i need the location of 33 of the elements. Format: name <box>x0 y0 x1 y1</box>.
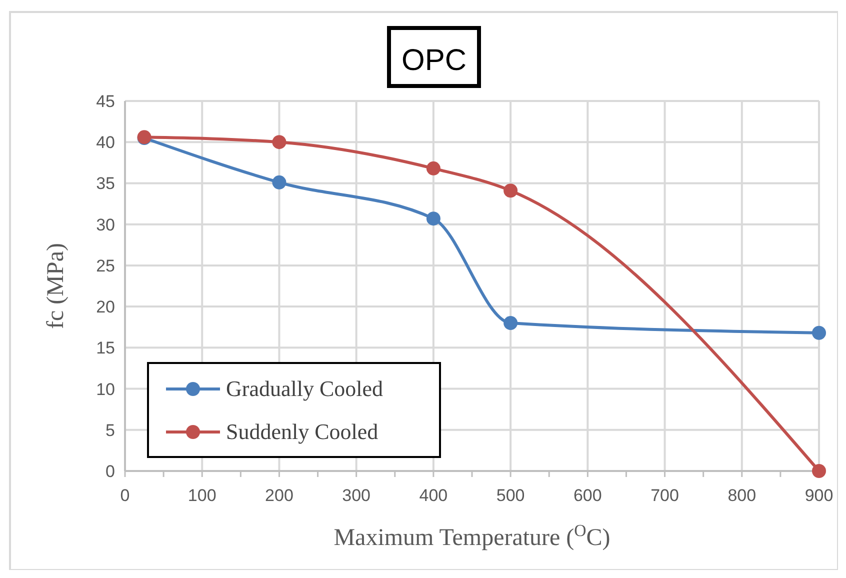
point <box>426 161 440 176</box>
y-tick-label: 5 <box>106 420 115 440</box>
point <box>272 135 286 150</box>
point <box>812 464 826 478</box>
legend-label: Suddenly Cooled <box>226 419 378 444</box>
x-tick-label: 900 <box>804 486 834 505</box>
x-tick-label: 0 <box>120 486 130 505</box>
point <box>426 212 440 226</box>
y-tick-label: 15 <box>96 338 115 358</box>
y-tick-label: 40 <box>96 133 115 152</box>
y-tick-label: 45 <box>96 92 115 111</box>
chart-title: OPC <box>401 44 467 77</box>
y-tick-label: 25 <box>96 256 115 276</box>
x-tick-label: 500 <box>496 486 525 505</box>
x-tick-label: 400 <box>419 486 448 505</box>
point <box>504 316 518 330</box>
y-axis-title: fc (MPa) <box>43 243 69 329</box>
y-tick-label: 0 <box>106 462 115 481</box>
x-tick-label: 700 <box>650 486 679 505</box>
legend-label: Gradually Cooled <box>226 376 384 401</box>
x-tick-label: 300 <box>342 486 371 505</box>
y-tick-label: 35 <box>96 174 115 194</box>
y-tick-label: 20 <box>96 298 115 317</box>
x-tick-label: 100 <box>188 486 216 505</box>
x-tick-label: 600 <box>573 486 602 505</box>
point <box>504 184 518 198</box>
x-tick-label: 200 <box>265 486 294 505</box>
point <box>272 175 286 190</box>
y-tick-label: 10 <box>96 380 115 399</box>
y-tick-label: 30 <box>96 215 115 234</box>
point <box>812 326 826 340</box>
x-tick-label: 800 <box>728 486 756 505</box>
x-axis-title: Maximum Temperature ($^{O}$C) <box>334 520 610 551</box>
